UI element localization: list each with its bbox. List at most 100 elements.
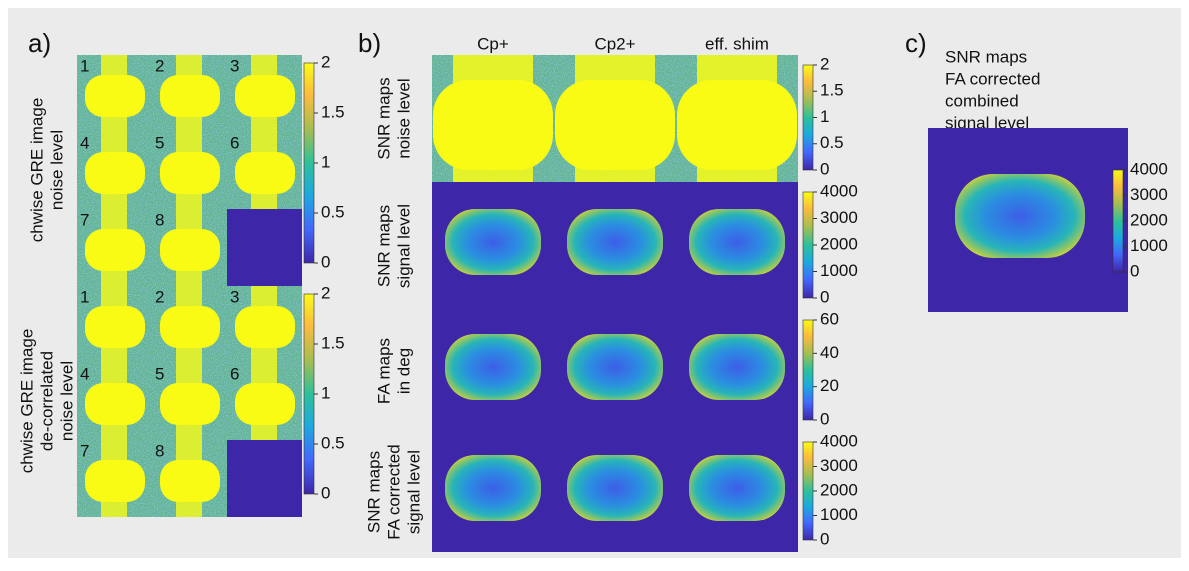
- tile-number: 4: [80, 133, 89, 152]
- panel-label: a): [28, 28, 51, 58]
- colorbar-tick-label: 3000: [820, 208, 858, 227]
- tile-number: 7: [80, 441, 89, 460]
- tile-number: 6: [230, 364, 239, 383]
- tile-number: 7: [80, 210, 89, 229]
- colorbar-tick-label: 2000: [1130, 210, 1168, 229]
- colorbar-tick-label: 4000: [820, 181, 858, 200]
- row-label: SNR maps: [374, 77, 393, 159]
- signal-oval: [160, 460, 220, 502]
- signal-oval: [160, 152, 220, 194]
- row-label: signal level: [404, 450, 423, 534]
- colorbar-tick-label: 0: [1130, 261, 1139, 280]
- panel-title: combined: [945, 91, 1019, 110]
- row-label: signal level: [394, 204, 413, 288]
- row-label: noise level: [57, 361, 76, 441]
- colorbar-tick-label: 1.5: [321, 102, 345, 121]
- colorbar-tick-label: 4000: [820, 431, 858, 450]
- panel-title: FA corrected: [945, 69, 1040, 88]
- colorbar: [304, 294, 314, 494]
- map-oval: [689, 455, 785, 521]
- empty-tile: [227, 209, 302, 286]
- row-label: de-correlated: [37, 351, 56, 451]
- colorbar: [803, 65, 813, 170]
- colorbar-tick-label: 2000: [820, 234, 858, 253]
- map-oval: [445, 455, 541, 521]
- signal-oval: [85, 229, 145, 271]
- colorbar-tick-label: 0: [820, 529, 829, 548]
- colorbar: [304, 63, 314, 263]
- map-oval: [689, 334, 785, 400]
- tile-number: 2: [155, 56, 164, 75]
- colorbar-tick-label: 40: [820, 343, 839, 362]
- row-label: noise level: [47, 130, 66, 210]
- tile-number: 8: [155, 441, 164, 460]
- tile-number: 1: [80, 287, 89, 306]
- row-label: FA maps: [374, 338, 393, 404]
- tile-number: 5: [155, 133, 164, 152]
- colorbar-tick-label: 0: [820, 287, 829, 306]
- colorbar-tick-label: 1: [321, 383, 330, 402]
- map-oval: [567, 455, 663, 521]
- colorbar-tick-label: 1.5: [321, 333, 345, 352]
- row-label: SNR maps: [374, 205, 393, 287]
- map-oval: [445, 334, 541, 400]
- tile-number: 1: [80, 56, 89, 75]
- signal-oval: [555, 80, 675, 170]
- page: a)1234567821.510.50chwise GRE imagenoise…: [0, 0, 1189, 571]
- tile-number: 5: [155, 364, 164, 383]
- tile-number: 6: [230, 133, 239, 152]
- colorbar-tick-label: 2000: [820, 480, 858, 499]
- map-oval: [955, 174, 1085, 258]
- row-label: SNR maps: [364, 451, 383, 533]
- row-label: chwise GRE image: [17, 329, 36, 474]
- colorbar-tick-label: 0.5: [321, 433, 345, 452]
- figure: a)1234567821.510.50chwise GRE imagenoise…: [0, 0, 1189, 566]
- colorbar-tick-label: 2: [321, 283, 330, 302]
- signal-oval: [235, 383, 295, 425]
- panel-label: b): [358, 28, 381, 58]
- map-oval: [689, 209, 785, 275]
- map-oval: [567, 209, 663, 275]
- colorbar-tick-label: 3000: [1130, 185, 1168, 204]
- colorbar-tick-label: 4000: [1130, 159, 1168, 178]
- colorbar-tick-label: 2: [321, 52, 330, 71]
- colorbar-tick-label: 2: [820, 54, 829, 73]
- row-label: chwise GRE image: [27, 98, 46, 243]
- colorbar-tick-label: 0: [820, 409, 829, 428]
- signal-oval: [160, 383, 220, 425]
- colorbar: [1113, 170, 1123, 272]
- colorbar-tick-label: 1: [321, 152, 330, 171]
- colorbar: [803, 192, 813, 298]
- signal-oval: [235, 306, 295, 348]
- colorbar-tick-label: 3000: [820, 456, 858, 475]
- colorbar-tick-label: 0: [321, 252, 330, 271]
- signal-oval: [235, 75, 295, 117]
- signal-oval: [160, 229, 220, 271]
- colorbar-tick-label: 1000: [820, 505, 858, 524]
- signal-oval: [85, 383, 145, 425]
- signal-oval: [85, 306, 145, 348]
- tile-number: 2: [155, 287, 164, 306]
- colorbar-tick-label: 20: [820, 376, 839, 395]
- column-header: Cp+: [477, 34, 509, 53]
- signal-oval: [160, 306, 220, 348]
- colorbar: [803, 320, 813, 420]
- colorbar: [803, 442, 813, 540]
- map-oval: [445, 209, 541, 275]
- column-header: Cp2+: [594, 34, 635, 53]
- map-oval: [567, 334, 663, 400]
- panel-title: SNR maps: [945, 47, 1027, 66]
- colorbar-tick-label: 1000: [1130, 236, 1168, 255]
- signal-oval: [160, 75, 220, 117]
- signal-oval: [85, 460, 145, 502]
- column-header: eff. shim: [705, 34, 769, 53]
- colorbar-tick-label: 0.5: [321, 202, 345, 221]
- tile-number: 4: [80, 364, 89, 383]
- panel-label: c): [905, 28, 927, 58]
- colorbar-tick-label: 0: [321, 483, 330, 502]
- row-label: in deg: [394, 348, 413, 394]
- row-label: FA corrected: [384, 444, 403, 539]
- row-label: noise level: [394, 78, 413, 158]
- tile-number: 3: [230, 287, 239, 306]
- tile-number: 8: [155, 210, 164, 229]
